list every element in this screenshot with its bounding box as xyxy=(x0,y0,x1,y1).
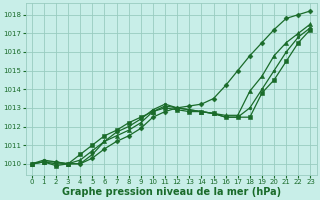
X-axis label: Graphe pression niveau de la mer (hPa): Graphe pression niveau de la mer (hPa) xyxy=(61,187,281,197)
